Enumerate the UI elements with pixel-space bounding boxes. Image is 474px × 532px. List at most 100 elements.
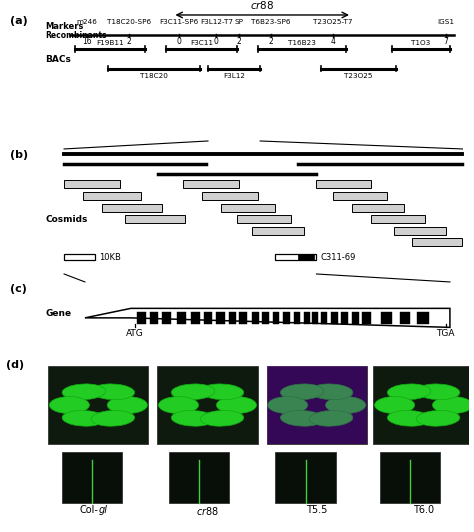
Bar <box>393 227 446 235</box>
Bar <box>293 312 300 324</box>
Bar <box>162 312 171 324</box>
Text: SP: SP <box>235 19 244 26</box>
Text: 2: 2 <box>237 37 242 46</box>
Text: (a): (a) <box>10 16 27 27</box>
Ellipse shape <box>310 411 353 426</box>
Bar <box>183 180 239 188</box>
Text: m246: m246 <box>77 19 98 26</box>
Bar <box>266 366 367 444</box>
Ellipse shape <box>326 396 365 413</box>
Text: T6B23-SP6: T6B23-SP6 <box>251 19 290 26</box>
Bar <box>137 312 146 324</box>
Text: $cr88$: $cr88$ <box>250 0 274 11</box>
Ellipse shape <box>62 384 106 400</box>
Ellipse shape <box>281 411 324 426</box>
Text: T23O25: T23O25 <box>344 73 373 79</box>
Text: 0: 0 <box>214 37 219 46</box>
Text: 2: 2 <box>268 37 273 46</box>
Bar <box>83 192 141 200</box>
Text: F3C11: F3C11 <box>190 40 213 46</box>
Text: Col-: Col- <box>80 505 99 514</box>
Text: F3L12-T7: F3L12-T7 <box>200 19 233 26</box>
Ellipse shape <box>387 384 431 400</box>
Text: ATG: ATG <box>126 329 144 338</box>
Bar <box>381 312 392 324</box>
Text: Gene: Gene <box>46 309 72 318</box>
Bar <box>341 312 348 324</box>
Text: BACs: BACs <box>46 55 71 64</box>
Ellipse shape <box>200 384 244 400</box>
Text: 2: 2 <box>127 37 131 46</box>
Ellipse shape <box>310 384 353 400</box>
Bar <box>273 312 279 324</box>
Text: F3L12: F3L12 <box>223 73 245 79</box>
Text: T6.0: T6.0 <box>413 505 434 514</box>
Bar <box>202 192 258 200</box>
Bar <box>320 312 327 324</box>
Ellipse shape <box>49 396 90 413</box>
Text: T18C20-SP6: T18C20-SP6 <box>107 19 151 26</box>
Bar <box>400 312 410 324</box>
Bar <box>331 312 337 324</box>
Text: T18C20: T18C20 <box>140 73 168 79</box>
Bar <box>412 238 463 246</box>
Bar <box>275 452 336 503</box>
Ellipse shape <box>200 411 244 426</box>
Bar <box>157 366 258 444</box>
Bar <box>62 452 122 503</box>
Text: 0: 0 <box>176 37 181 46</box>
Bar <box>48 366 148 444</box>
Text: TGA: TGA <box>437 329 455 338</box>
Bar <box>380 452 440 503</box>
Text: $cr88$: $cr88$ <box>196 505 219 517</box>
Text: Markers: Markers <box>46 22 84 31</box>
Text: Cosmids: Cosmids <box>46 215 88 223</box>
Text: 7: 7 <box>443 37 448 46</box>
Bar <box>177 312 186 324</box>
Ellipse shape <box>171 384 215 400</box>
Ellipse shape <box>217 396 256 413</box>
Text: IGS1: IGS1 <box>437 19 454 26</box>
Bar <box>64 254 95 260</box>
Ellipse shape <box>374 396 415 413</box>
Text: F19B11: F19B11 <box>96 40 124 46</box>
Bar <box>298 254 314 260</box>
Bar <box>169 452 228 503</box>
Bar <box>317 180 371 188</box>
Bar <box>417 312 429 324</box>
Text: T1O3: T1O3 <box>411 40 430 46</box>
Text: T23O25-T7: T23O25-T7 <box>313 19 353 26</box>
Bar <box>304 312 310 324</box>
Text: Recombinants: Recombinants <box>46 31 107 40</box>
Bar <box>371 215 425 223</box>
Ellipse shape <box>91 411 135 426</box>
Ellipse shape <box>171 411 215 426</box>
Bar <box>125 215 185 223</box>
Text: 16: 16 <box>82 37 92 46</box>
Text: F3C11-SP6: F3C11-SP6 <box>159 19 199 26</box>
Text: 4: 4 <box>331 37 336 46</box>
Text: (b): (b) <box>10 150 28 160</box>
Polygon shape <box>85 309 450 327</box>
Bar <box>374 366 474 444</box>
Bar <box>237 215 292 223</box>
Bar <box>252 227 304 235</box>
Ellipse shape <box>62 411 106 426</box>
Ellipse shape <box>281 384 324 400</box>
Bar <box>283 312 290 324</box>
Bar <box>229 312 237 324</box>
Bar <box>101 204 162 212</box>
Text: (d): (d) <box>6 360 24 370</box>
Bar <box>216 312 225 324</box>
Ellipse shape <box>91 384 135 400</box>
Text: gl: gl <box>99 505 108 514</box>
Bar <box>204 312 212 324</box>
Ellipse shape <box>107 396 147 413</box>
Bar <box>362 312 371 324</box>
Bar <box>220 204 275 212</box>
Bar <box>352 204 404 212</box>
Bar <box>64 180 120 188</box>
Text: C311-69: C311-69 <box>320 253 356 262</box>
Bar <box>275 254 317 260</box>
Text: T5.5: T5.5 <box>306 505 328 514</box>
